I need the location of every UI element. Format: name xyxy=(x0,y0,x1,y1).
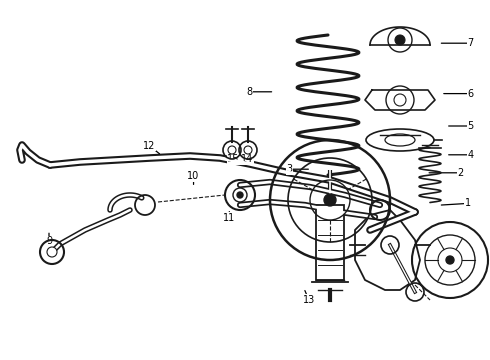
Polygon shape xyxy=(365,90,435,110)
Circle shape xyxy=(324,194,336,206)
Text: 5: 5 xyxy=(467,121,473,131)
Text: 14: 14 xyxy=(241,154,253,164)
Polygon shape xyxy=(370,27,430,45)
Text: 10: 10 xyxy=(188,171,200,181)
Text: 9: 9 xyxy=(46,236,52,246)
Circle shape xyxy=(395,35,405,45)
Text: 11: 11 xyxy=(223,213,236,223)
Text: 15: 15 xyxy=(227,154,240,164)
Polygon shape xyxy=(355,210,420,290)
Circle shape xyxy=(47,247,57,257)
FancyBboxPatch shape xyxy=(316,205,344,280)
Text: 2: 2 xyxy=(458,168,464,178)
Text: 8: 8 xyxy=(247,87,253,97)
Text: 13: 13 xyxy=(303,294,315,305)
Text: 3: 3 xyxy=(286,164,292,174)
Circle shape xyxy=(446,256,454,264)
Circle shape xyxy=(237,192,243,198)
Text: 1: 1 xyxy=(465,198,471,208)
Text: 4: 4 xyxy=(467,150,473,160)
Text: 7: 7 xyxy=(467,38,473,48)
Text: 12: 12 xyxy=(143,141,156,151)
Text: 6: 6 xyxy=(467,89,473,99)
